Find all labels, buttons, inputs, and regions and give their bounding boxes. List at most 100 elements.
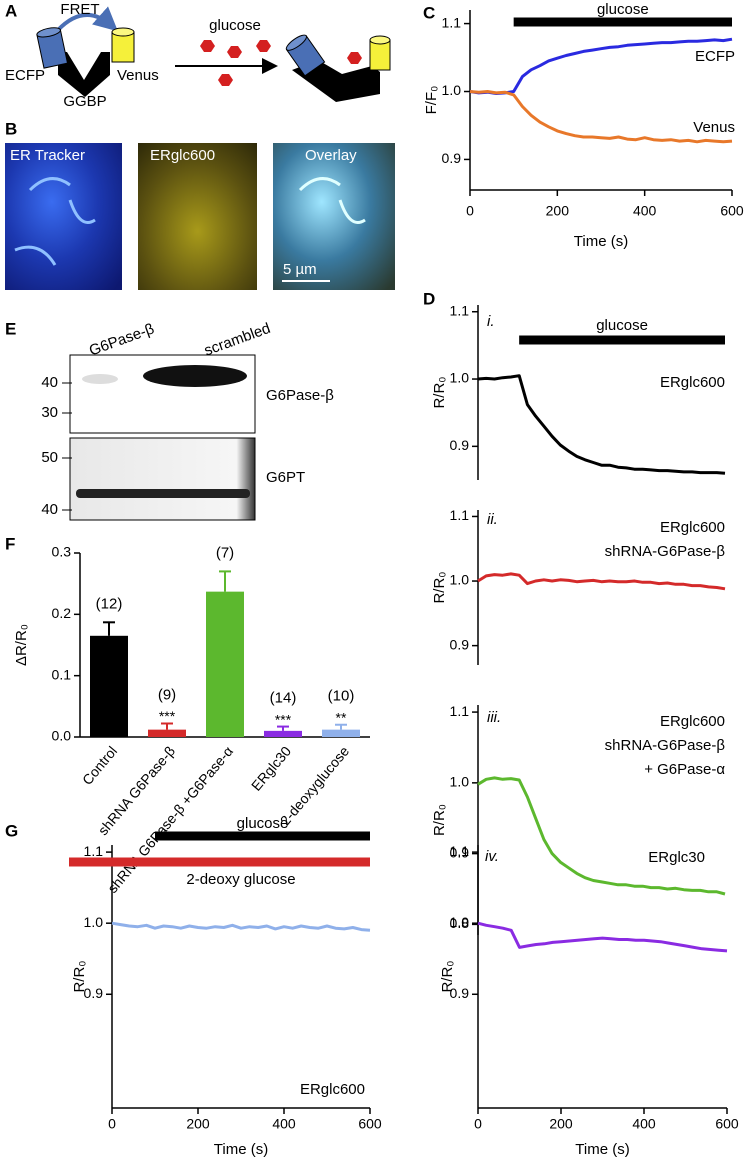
ecfp-label: ECFP xyxy=(5,67,45,84)
marker-label: 50 xyxy=(41,449,58,466)
x-tick-label: 600 xyxy=(358,1116,382,1132)
band-label: G6PT xyxy=(266,469,305,486)
western-blot: E G6Pase-β scrambled 40 30 50 40 G6Pase-… xyxy=(5,319,334,521)
y-tick-label: 1.0 xyxy=(442,82,462,98)
x-tick-label: 0 xyxy=(108,1116,116,1132)
panel-label: F xyxy=(5,534,15,553)
y-tick-label: 1.1 xyxy=(450,703,470,719)
bound-glucose xyxy=(347,52,362,64)
series-line xyxy=(469,90,733,144)
x-tick-label: 400 xyxy=(272,1116,296,1132)
x-tick-label: Control xyxy=(79,743,120,788)
x-tick-label: ERglc30 xyxy=(248,743,294,794)
note: + G6Pase-α xyxy=(644,761,725,778)
marker-label: 40 xyxy=(41,501,58,518)
blot-band xyxy=(143,365,247,387)
x-tick-label: 0 xyxy=(474,1116,482,1132)
annotation-label: glucose xyxy=(596,317,648,334)
n-label: (7) xyxy=(216,544,234,561)
marker-label: 40 xyxy=(41,374,58,391)
series-label: Venus xyxy=(693,119,735,136)
panel-label: D xyxy=(423,289,435,308)
y-tick-label: 0.2 xyxy=(52,605,72,621)
y-tick-label: 0.9 xyxy=(84,985,104,1001)
blot-membrane xyxy=(69,437,256,521)
note: ERglc600 xyxy=(660,519,725,536)
y-tick-label: 1.1 xyxy=(450,302,470,318)
x-tick-label: 400 xyxy=(633,203,657,219)
x-axis-label: Time (s) xyxy=(214,1141,268,1158)
y-axis-label: R/R₀ xyxy=(431,804,448,836)
annotation-label: glucose xyxy=(237,815,289,832)
panel-label: A xyxy=(5,1,17,20)
y-axis-label: R/R₀ xyxy=(431,571,448,603)
image-label: Overlay xyxy=(305,147,357,164)
ecfp-cylinder-bound xyxy=(285,34,326,77)
bar xyxy=(148,729,186,737)
series-line xyxy=(477,374,726,475)
bar xyxy=(206,591,244,737)
y-tick-label: 1.1 xyxy=(450,843,470,859)
blot-band xyxy=(76,489,250,498)
ggbp-bound xyxy=(292,60,380,102)
panel-label: E xyxy=(5,319,16,338)
scale-label: 5 µm xyxy=(283,261,317,278)
blot-membrane xyxy=(69,354,256,434)
y-tick-label: 0.9 xyxy=(442,150,462,166)
y-tick-label: 1.1 xyxy=(450,507,470,523)
y-tick-label: 0.8 xyxy=(450,915,470,931)
image-label: ERglc600 xyxy=(150,147,215,164)
y-tick-label: 0.9 xyxy=(450,844,470,860)
note: ERglc30 xyxy=(648,849,705,866)
y-axis-label: R/R₀ xyxy=(431,376,448,408)
fret-arrow xyxy=(56,6,118,32)
y-tick-label: 1.0 xyxy=(84,914,104,930)
y-tick-label: 1.1 xyxy=(84,843,104,859)
glucose-label: glucose xyxy=(209,17,261,34)
micrograph xyxy=(273,143,395,290)
note: ERglc600 xyxy=(300,1081,365,1098)
y-tick-label: 0.9 xyxy=(450,985,470,1001)
x-axis-label: Time (s) xyxy=(575,1141,629,1158)
series-line xyxy=(469,37,733,95)
x-tick-label: 600 xyxy=(720,203,744,219)
venus-cylinder xyxy=(111,27,135,63)
note: shRNA-G6Pase-β xyxy=(605,737,726,754)
sub-label: iv. xyxy=(485,848,499,865)
ecfp-cylinder xyxy=(36,27,69,69)
annotation-label: 2-deoxy glucose xyxy=(186,871,295,888)
x-tick-label: 200 xyxy=(186,1116,210,1132)
bar xyxy=(322,729,360,737)
x-tick-label: 200 xyxy=(549,1116,573,1132)
x-tick-label: 600 xyxy=(715,1116,739,1132)
lane-label: G6Pase-β xyxy=(87,320,157,359)
annotation-label: glucose xyxy=(597,1,649,18)
y-tick-label: 1.0 xyxy=(450,914,470,930)
x-axis-label: Time (s) xyxy=(574,233,628,250)
ggbp-cleft xyxy=(67,52,101,80)
band-label: G6Pase-β xyxy=(266,387,334,404)
micrographs: B ER Tracker ERglc600 Overlay 5 µm xyxy=(5,119,395,290)
note: ERglc600 xyxy=(660,374,725,391)
lane-label: scrambled xyxy=(202,320,273,360)
y-axis-label: R/R₀ xyxy=(439,960,456,992)
panel-label: C xyxy=(423,3,435,22)
y-tick-label: 1.0 xyxy=(450,370,470,386)
diagram: A FRET ECFP Venus GGBP glucose xyxy=(5,1,391,110)
series-line xyxy=(111,921,371,932)
glucose-molecules xyxy=(200,40,271,86)
y-axis-label: R/R₀ xyxy=(71,960,88,992)
series-line xyxy=(477,921,728,953)
sub-label: ii. xyxy=(487,511,498,528)
micrograph xyxy=(138,143,257,290)
note: shRNA-G6Pase-β xyxy=(605,543,726,560)
sub-label: iii. xyxy=(487,709,501,726)
ggbp-label: GGBP xyxy=(63,93,106,110)
n-label: (10) xyxy=(328,688,355,705)
x-tick-label: 0 xyxy=(466,203,474,219)
y-axis-label: ΔR/R₀ xyxy=(13,624,30,666)
er-structure xyxy=(298,177,366,224)
y-tick-label: 1.1 xyxy=(442,14,462,30)
n-label: (9) xyxy=(158,686,176,703)
